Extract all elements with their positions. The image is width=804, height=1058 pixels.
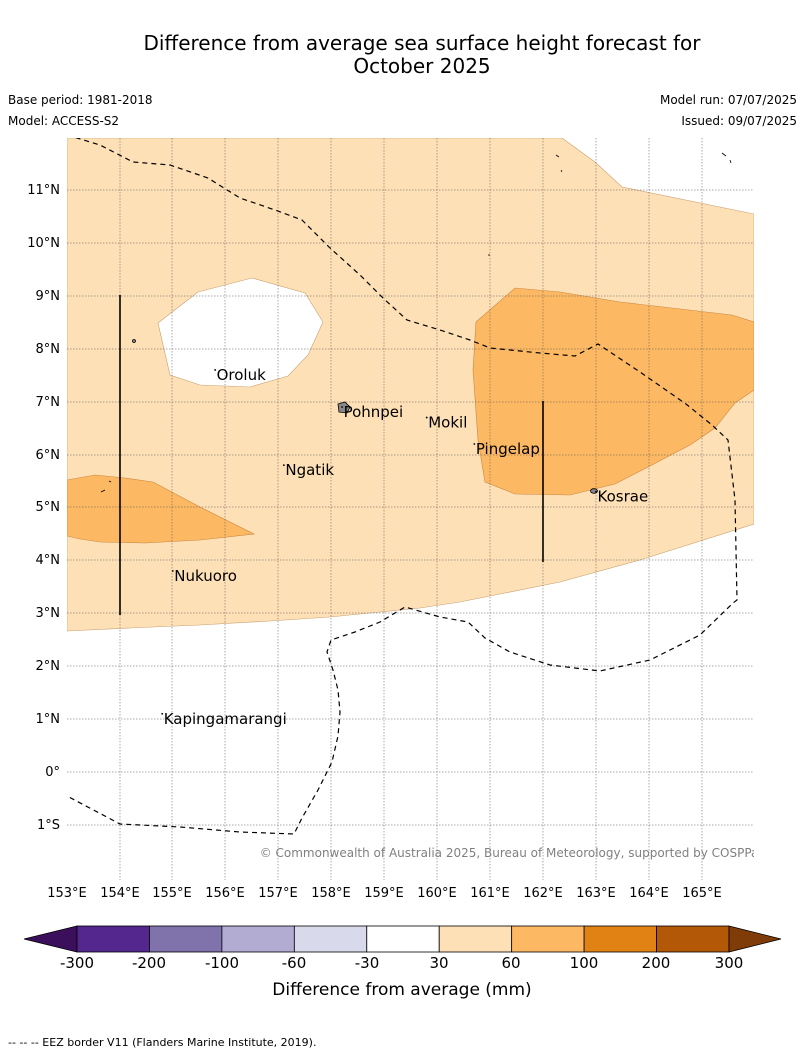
lon-label: 157°E: [258, 886, 298, 901]
place-label: Mokil: [428, 414, 467, 432]
lat-label: 4°N: [36, 553, 61, 568]
colorbar-cells: [76, 925, 730, 953]
colorbar-tick: 100: [570, 954, 599, 972]
colorbar-title: Difference from average (mm): [272, 980, 531, 1000]
map-title-line2: October 2025: [353, 54, 491, 78]
islet-icon: [560, 169, 563, 173]
place-label: Oroluk: [217, 366, 266, 384]
colorbar-tick: -300: [60, 954, 94, 972]
eez-border: [67, 138, 738, 835]
colorbar-tick: -60: [282, 954, 307, 972]
map-title-line1: Difference from average sea surface heig…: [143, 31, 701, 55]
lon-label: 165°E: [682, 886, 722, 901]
lon-label: 160°E: [417, 886, 457, 901]
lat-labels: 11°N 10°N 9°N 8°N 7°N 6°N 5°N 4°N 3°N 2°…: [27, 183, 60, 833]
model-run: Model run: 07/07/2025: [659, 93, 797, 107]
lat-label: 9°N: [36, 289, 61, 304]
colorbar-cell: [511, 925, 585, 953]
place-label: Pingelap: [476, 440, 540, 458]
place-marker: [595, 490, 597, 493]
islet-icon: [729, 159, 732, 164]
colorbar-cell: [293, 925, 368, 953]
colorbar-cell: [656, 925, 730, 953]
colorbar-tick: 60: [501, 954, 520, 972]
lon-label: 154°E: [100, 886, 140, 901]
lat-label: 3°N: [36, 606, 61, 621]
islet-icon: [721, 152, 727, 157]
graticule: [67, 138, 754, 880]
colorbar-cell: [221, 925, 295, 953]
lat-label: 10°N: [27, 236, 60, 251]
model-name: Model: ACCESS-S2: [8, 114, 120, 128]
islands: [100, 152, 732, 494]
islet-icon: [108, 480, 112, 483]
place-marker: [425, 416, 428, 419]
lat-label: 1°N: [36, 712, 61, 727]
lat-label: 6°N: [36, 448, 61, 463]
anomaly-region-30-60: [67, 138, 754, 632]
lon-label: 159°E: [364, 886, 404, 901]
lon-label: 158°E: [311, 886, 351, 901]
place-label: Pohnpei: [344, 403, 404, 421]
colorbar-tick: -200: [132, 954, 166, 972]
lon-label: 163°E: [576, 886, 616, 901]
lat-label: 2°N: [36, 659, 61, 674]
islet-icon: [100, 489, 106, 493]
colorbar-cell: [438, 925, 513, 953]
colorbar-cell: [583, 925, 657, 953]
eez-footnote: -- -- -- EEZ border V11 (Flanders Marine…: [8, 1036, 317, 1049]
colorbar-tick: 30: [429, 954, 448, 972]
colorbar-cell: [149, 925, 223, 953]
place-marker: [473, 443, 476, 445]
place-label: Ngatik: [285, 461, 334, 479]
map-title: Difference from average sea surface heig…: [0, 32, 804, 78]
issued-date: Issued: 09/07/2025: [681, 114, 797, 128]
lon-label: 162°E: [523, 886, 563, 901]
islet-icon: [132, 339, 136, 343]
place-marker: [161, 712, 164, 715]
colorbar-cell: [76, 925, 150, 953]
lon-label: 164°E: [629, 886, 669, 901]
lat-label: 1°S: [37, 818, 60, 833]
lat-label: 0°: [45, 765, 60, 780]
place-label: Kapingamarangi: [164, 710, 287, 728]
colorbar-tick: 300: [715, 954, 744, 972]
place-marker: [341, 406, 343, 408]
colorbar-tick: -100: [205, 954, 239, 972]
place-label: Kosrae: [598, 488, 649, 506]
lat-label: 11°N: [27, 183, 60, 198]
pohnpei-island: [337, 401, 351, 414]
base-period: Base period: 1981-2018: [8, 93, 153, 107]
lat-label: 7°N: [36, 395, 61, 410]
lon-labels: 153°E 154°E 155°E 156°E 157°E 158°E 159°…: [47, 886, 722, 901]
place-marker: [282, 464, 285, 467]
colorbar-tick: -30: [355, 954, 380, 972]
anomaly-region-oroluk-hole: [157, 277, 324, 388]
map-figure: Oroluk Pohnpei Mokil Pingelap Ngatik Kosrae Nu…: [23, 138, 782, 1000]
map-area: Oroluk Pohnpei Mokil Pingelap Ngatik Kosrae Nu…: [67, 138, 765, 880]
islet-icon: [555, 154, 560, 158]
lat-label: 5°N: [36, 500, 61, 515]
lon-label: 155°E: [152, 886, 192, 901]
colorbar-cell: [366, 925, 440, 953]
place-marker: [171, 570, 174, 572]
colorbar-tick: 200: [642, 954, 671, 972]
colorbar-extend-low: [23, 925, 78, 953]
lat-label: 8°N: [36, 342, 61, 357]
colorbar: -300 -200 -100 -60 -30 30 60 100 200 300…: [23, 925, 782, 1000]
lon-label: 156°E: [205, 886, 245, 901]
lon-label: 161°E: [470, 886, 510, 901]
colorbar-extend-high: [728, 925, 782, 953]
lon-label: 153°E: [47, 886, 87, 901]
copyright-notice: © Commonwealth of Australia 2025, Bureau…: [260, 846, 765, 860]
places-layer: Oroluk Pohnpei Mokil Pingelap Ngatik Kosrae Nu…: [161, 366, 648, 728]
place-marker: [214, 369, 217, 371]
place-label: Nukuoro: [174, 567, 237, 585]
